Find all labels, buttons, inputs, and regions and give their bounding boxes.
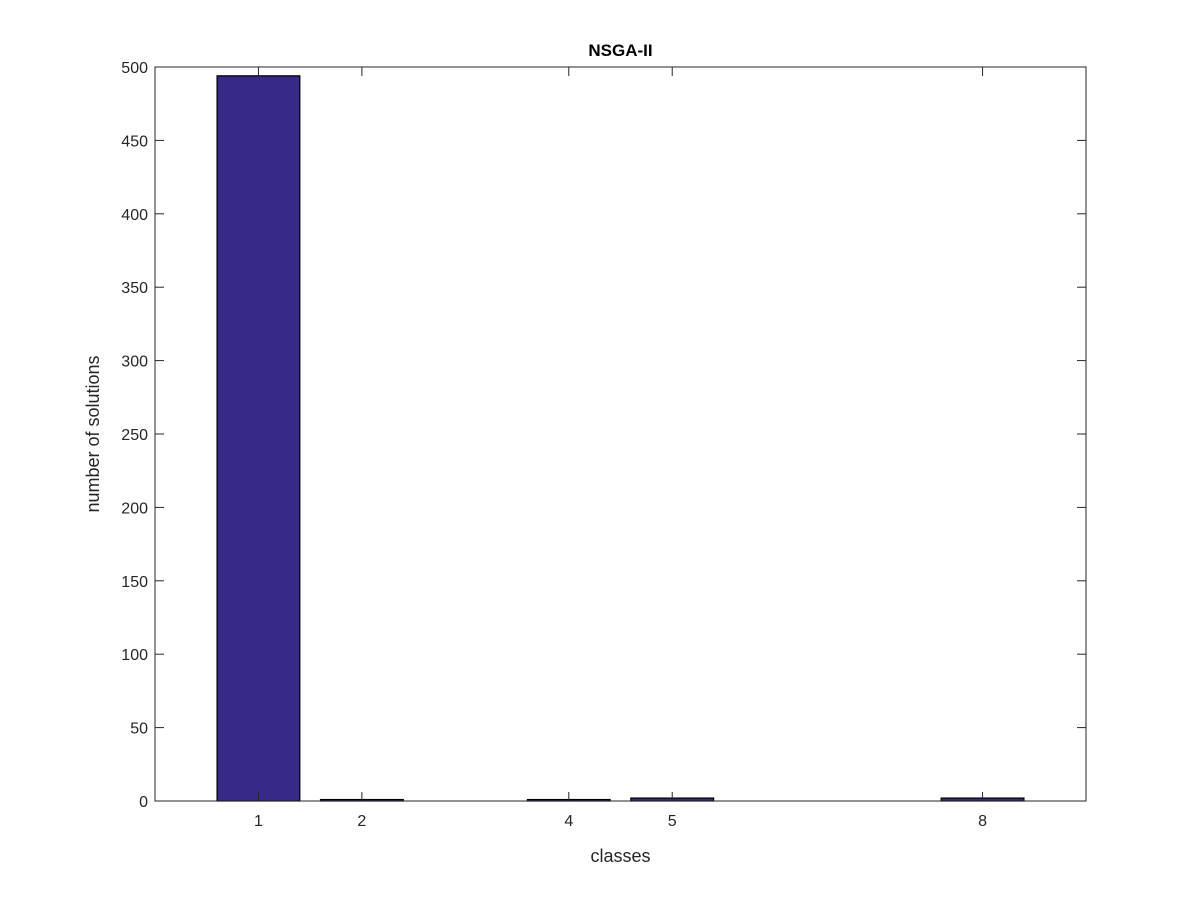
y-tick-label: 150 bbox=[121, 574, 148, 591]
y-tick-label: 200 bbox=[121, 500, 148, 517]
plot-frame bbox=[154, 66, 1087, 802]
x-tick-label: 1 bbox=[254, 813, 263, 830]
y-tick-label: 250 bbox=[121, 427, 148, 444]
x-tick-label: 8 bbox=[978, 813, 987, 830]
plot-area bbox=[155, 67, 1086, 801]
y-tick-label: 300 bbox=[121, 354, 148, 371]
y-tick-label: 50 bbox=[130, 721, 148, 738]
bar-class-1 bbox=[216, 75, 301, 802]
y-tick-label: 450 bbox=[121, 133, 148, 150]
x-tick-label: 5 bbox=[668, 813, 677, 830]
y-tick-labels: 0 50 100 150 200 250 300 350 400 450 500 bbox=[121, 60, 148, 811]
y-tick-label: 500 bbox=[121, 60, 148, 77]
chart-title: NSGA-II bbox=[588, 41, 652, 60]
x-tick-labels: 1 2 4 5 8 bbox=[254, 813, 987, 830]
x-tick-label: 4 bbox=[564, 813, 573, 830]
y-tick-label: 400 bbox=[121, 207, 148, 224]
y-tick-label: 0 bbox=[139, 794, 148, 811]
y-axis-label: number of solutions bbox=[83, 355, 103, 512]
y-tick-label: 350 bbox=[121, 280, 148, 297]
x-axis-label: classes bbox=[590, 846, 650, 866]
x-tick-label: 2 bbox=[357, 813, 366, 830]
y-tick-label: 100 bbox=[121, 647, 148, 664]
